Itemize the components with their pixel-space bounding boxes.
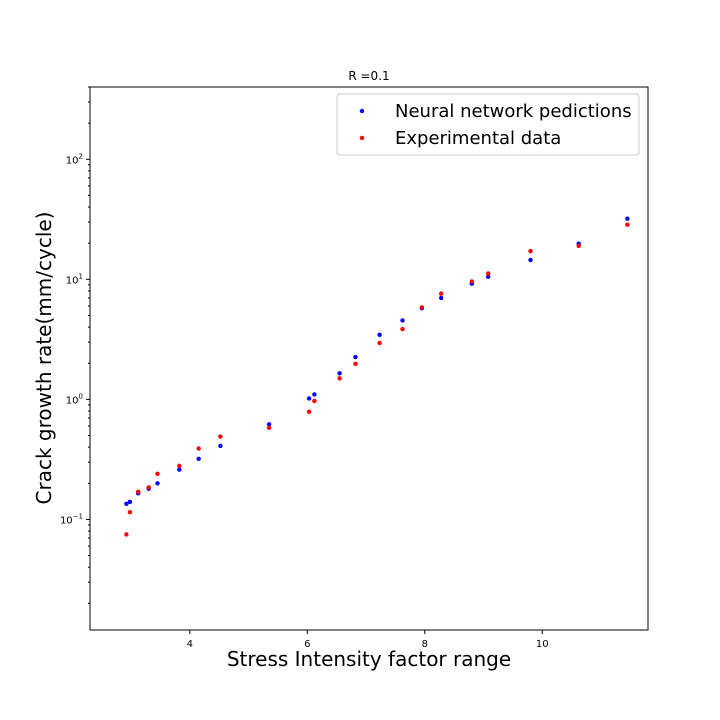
prediction-point — [377, 332, 382, 337]
prediction-point — [127, 499, 133, 505]
experimental-point — [306, 409, 312, 414]
y-axis-label: Crack growth rate(mm/cycle) — [32, 212, 56, 505]
x-tick-label: 10 — [536, 639, 549, 650]
chart-title: R =0.1 — [348, 69, 389, 83]
prediction-point — [218, 443, 223, 449]
experimental-point — [419, 305, 425, 310]
prediction-point — [124, 501, 129, 506]
plot-frame — [89, 86, 649, 631]
legend-label: Neural network pedictions — [395, 101, 632, 122]
x-axis-label: Stress Intensity factor range — [227, 647, 511, 671]
prediction-point — [439, 295, 444, 301]
prediction-point — [155, 481, 160, 486]
experimental-point — [576, 243, 581, 249]
legend-marker — [359, 108, 365, 114]
prediction-point — [400, 318, 405, 323]
prediction-point — [625, 216, 630, 221]
prediction-point — [337, 371, 342, 376]
legend-label: Experimental data — [395, 128, 561, 149]
legend-box — [336, 93, 640, 156]
legend: Neural network pedictions Experimental da… — [336, 93, 640, 156]
prediction-point — [353, 354, 358, 360]
experimental-point — [486, 271, 491, 276]
x-tick-label: 8 — [422, 639, 428, 650]
legend-marker — [359, 135, 365, 141]
experimental-point — [177, 463, 182, 468]
experimental-point — [439, 291, 444, 296]
experimental-point — [528, 248, 533, 254]
experimental-point — [337, 376, 342, 381]
experimental-point — [625, 222, 630, 227]
experimental-point — [127, 510, 133, 515]
prediction-point — [528, 257, 533, 263]
prediction-point — [306, 396, 312, 401]
experimental-point — [124, 532, 129, 537]
y-tick-label: 102 — [66, 152, 83, 166]
experimental-point — [146, 485, 151, 490]
prediction-point — [486, 274, 491, 279]
experimental-point — [266, 425, 272, 430]
experimental-point — [196, 446, 201, 451]
x-tick-label: 4 — [187, 639, 193, 650]
experimental-point — [136, 489, 141, 494]
experimental-point — [312, 398, 317, 404]
experimental-point — [155, 471, 160, 476]
prediction-point — [312, 392, 317, 397]
x-tick-label: 6 — [304, 639, 310, 650]
y-tick-label: 101 — [66, 272, 83, 286]
experimental-point — [469, 279, 474, 284]
experimental-point — [353, 361, 358, 366]
prediction-point — [177, 467, 182, 472]
y-tick-label: 10−1 — [60, 512, 83, 526]
prediction-point — [196, 456, 201, 461]
experimental-point — [377, 340, 382, 346]
ticks-layer: 4 6 8 10 10−1 100 101 102 — [60, 86, 549, 650]
experimental-point — [400, 326, 405, 332]
experimental-point — [218, 434, 223, 439]
points-layer — [124, 216, 630, 537]
y-tick-label: 100 — [66, 392, 83, 406]
prediction-point — [266, 422, 272, 427]
